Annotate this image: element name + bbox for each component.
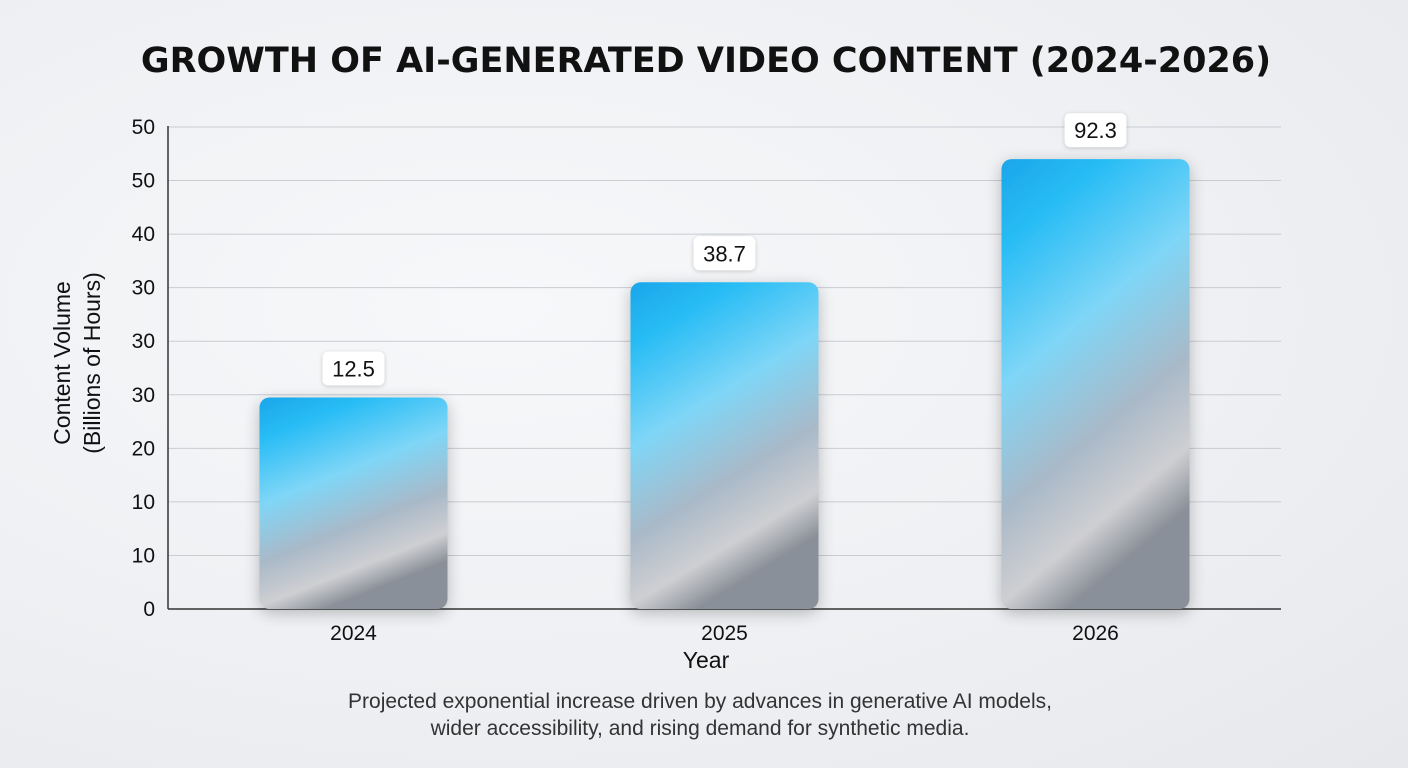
y-tick-label: 10: [132, 491, 155, 514]
y-tick-label: 50: [132, 170, 155, 193]
y-tick-label: 30: [132, 277, 155, 300]
caption-line-2: wider accessibility, and rising demand f…: [430, 717, 970, 740]
y-tick-label: 30: [132, 330, 155, 353]
data-label-box-2026: [1064, 113, 1127, 148]
bar-2026: [1001, 159, 1190, 609]
y-tick-label: 0: [143, 598, 155, 621]
y-tick-label: 30: [132, 384, 155, 407]
x-axis-categories: 2024 2025 2026: [330, 622, 1119, 645]
y-tick-label: 20: [132, 437, 155, 460]
data-label-box-2024: [322, 351, 385, 386]
y-axis-label-line2: (Billions of Hours): [79, 272, 105, 454]
bars: [259, 159, 1190, 609]
y-tick-label: 40: [132, 223, 155, 246]
data-label-box-2025: [693, 236, 756, 271]
y-axis-label: Content Volume (Billions of Hours): [49, 272, 105, 454]
x-tick-label-2024: 2024: [330, 622, 377, 645]
data-label-2026: 92.3: [1074, 118, 1117, 143]
y-tick-label: 50: [132, 116, 155, 139]
chart-title: GROWTH OF AI-GENERATED VIDEO CONTENT (20…: [141, 41, 1271, 81]
data-labels: 12.5 38.7 92.3: [322, 113, 1127, 386]
y-axis-label-line1: Content Volume: [49, 281, 75, 445]
caption-line-1: Projected exponential increase driven by…: [348, 690, 1052, 713]
data-label-2025: 38.7: [703, 241, 746, 266]
data-label-2024: 12.5: [332, 356, 375, 381]
x-tick-label-2026: 2026: [1072, 622, 1119, 645]
bar-2024: [259, 397, 448, 609]
x-tick-label-2025: 2025: [701, 622, 748, 645]
bar-2025: [630, 282, 819, 609]
y-axis-ticks: 0 10 10 20 30 30 30 40 50 50: [132, 116, 155, 621]
y-tick-label: 10: [132, 544, 155, 567]
x-axis-label: Year: [683, 647, 730, 673]
